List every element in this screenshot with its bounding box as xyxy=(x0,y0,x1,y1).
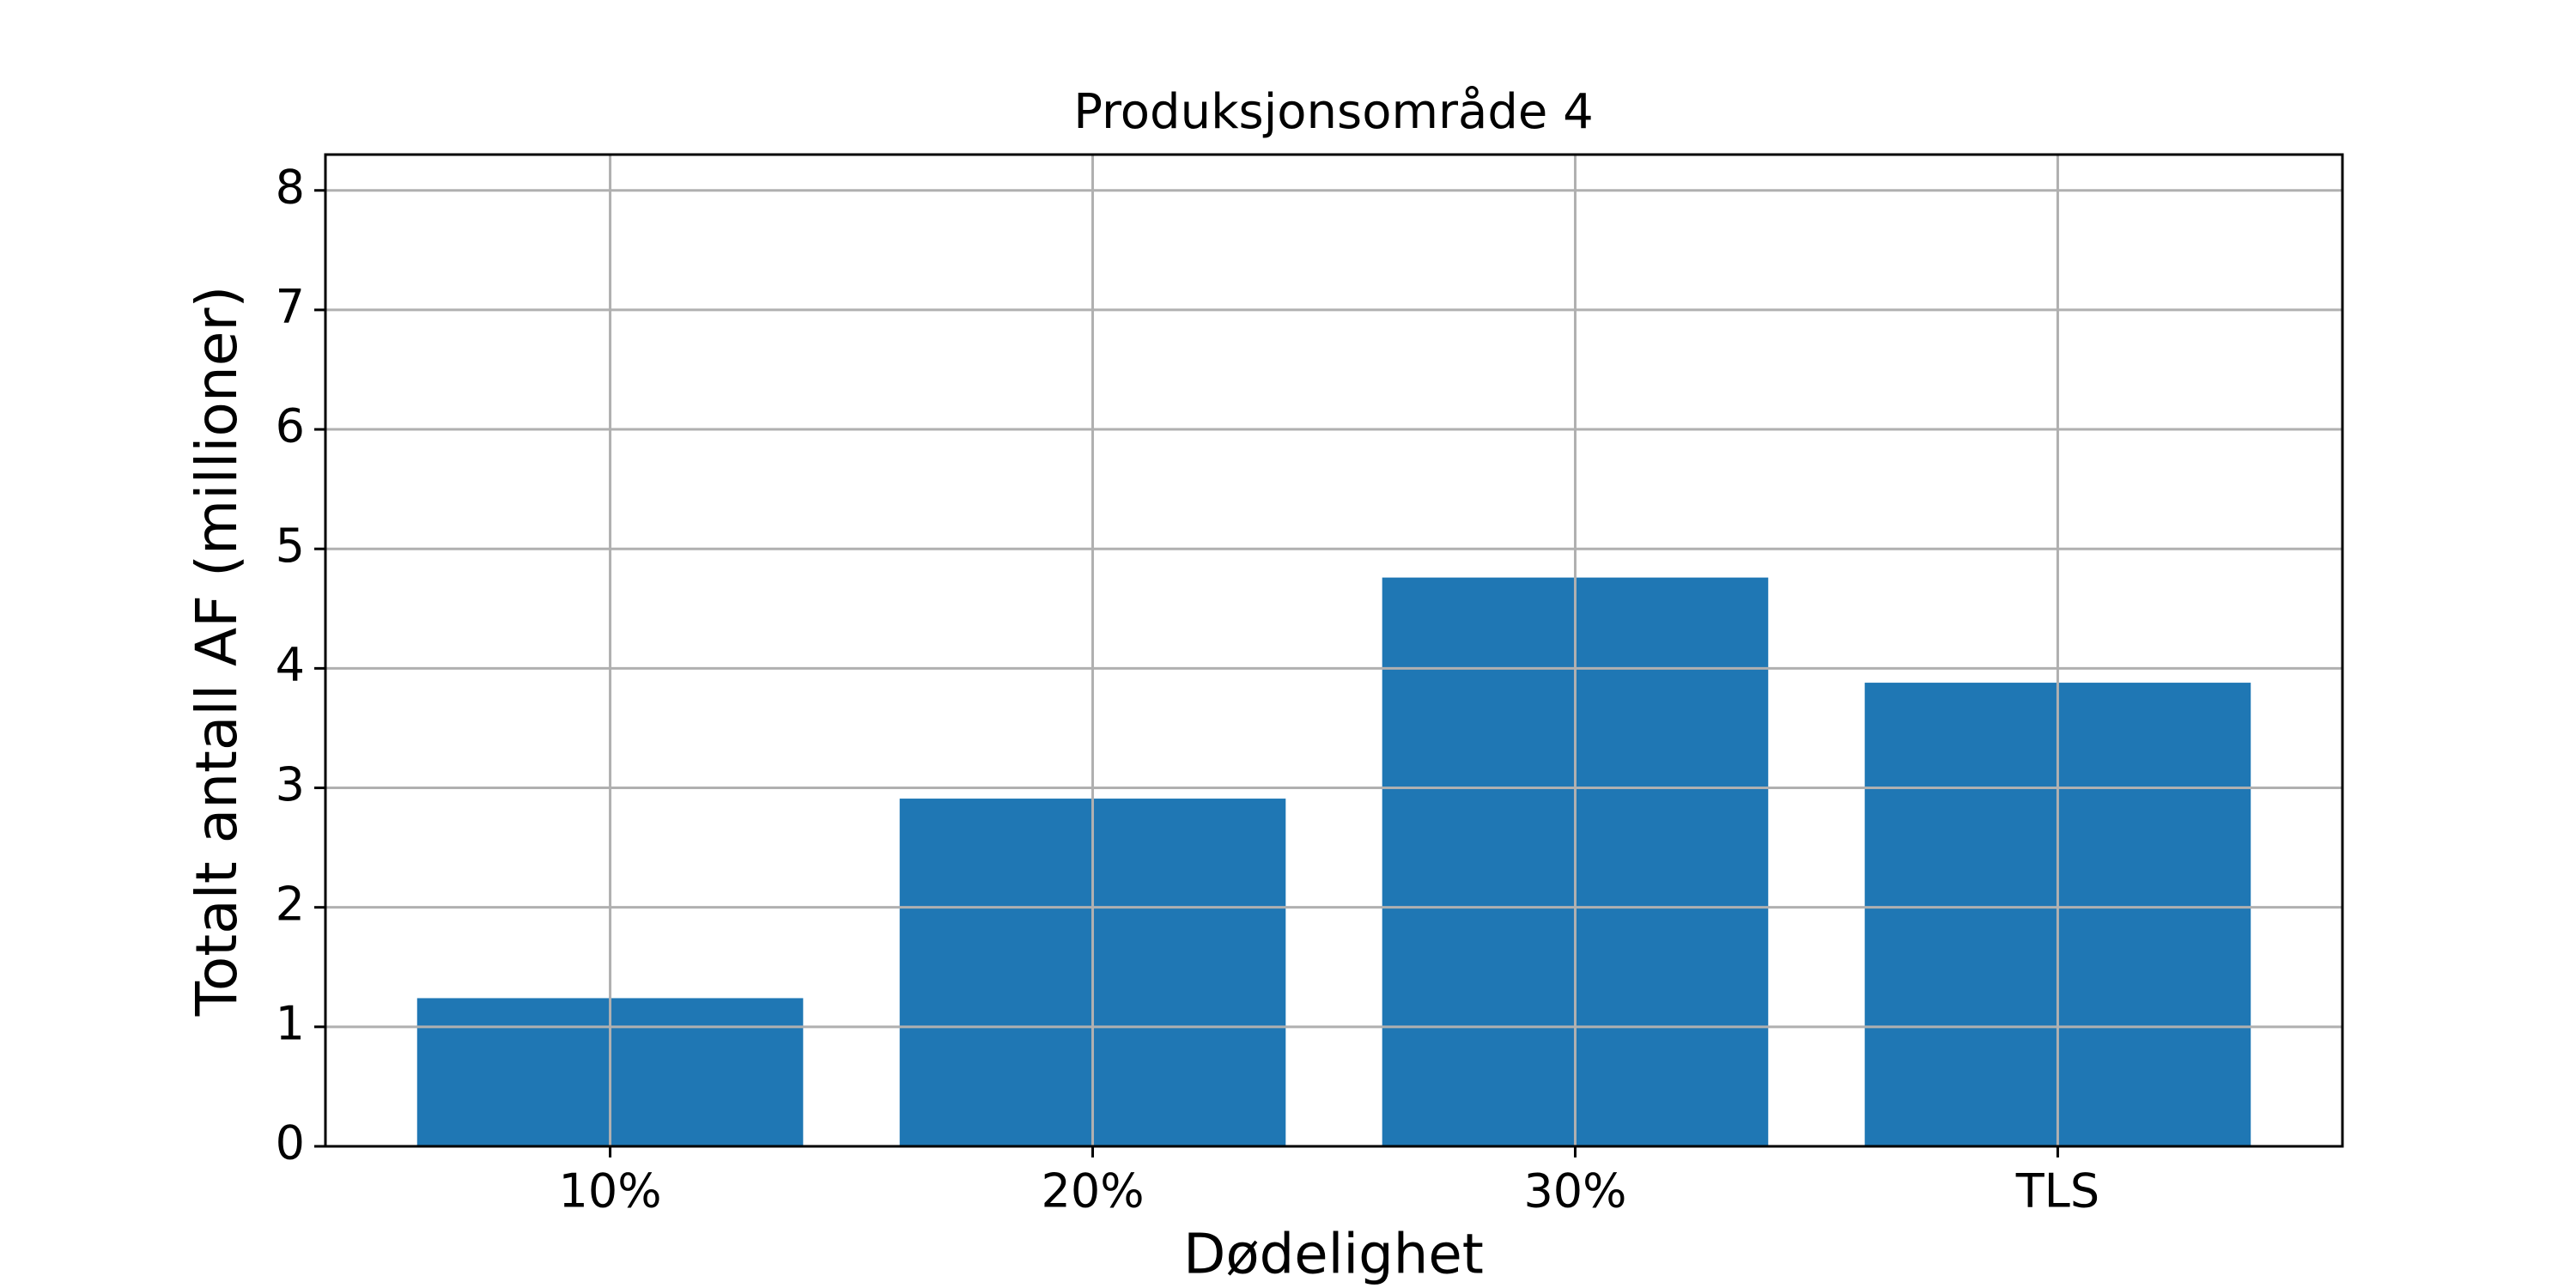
plot-frame xyxy=(324,153,2344,1148)
x-tick-label: 20% xyxy=(1042,1164,1145,1218)
y-tick-label: 4 xyxy=(276,638,305,692)
x-axis-label: Dødelighet xyxy=(1183,1224,1484,1287)
y-tick-label: 2 xyxy=(276,877,305,931)
y-tick-label: 8 xyxy=(276,160,305,214)
y-tick-label: 7 xyxy=(276,280,305,334)
y-tick-label: 3 xyxy=(276,757,305,811)
y-axis-label: Totalt antall AF (millioner) xyxy=(184,286,250,1017)
y-tick-label: 6 xyxy=(276,399,305,453)
y-tick-label: 5 xyxy=(276,519,305,573)
x-tick-label: TLS xyxy=(2015,1164,2099,1218)
y-tick-label: 0 xyxy=(276,1116,305,1170)
x-tick-label: 30% xyxy=(1523,1164,1626,1218)
y-tick-label: 1 xyxy=(276,996,305,1050)
x-tick-label: 10% xyxy=(559,1164,662,1218)
chart-title: Produksjonsområde 4 xyxy=(1073,84,1594,140)
